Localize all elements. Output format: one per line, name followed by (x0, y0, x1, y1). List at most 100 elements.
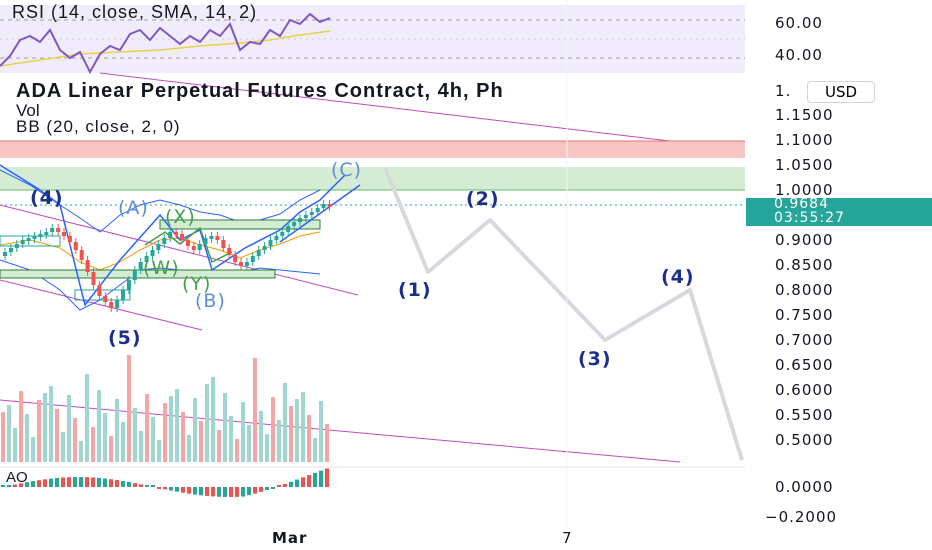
candle-body (56, 228, 61, 232)
candle-body (268, 240, 273, 246)
price-prefix: 1. (775, 82, 792, 100)
candle-body (203, 238, 208, 244)
wave-label-a: (A) (118, 197, 149, 219)
ao-bar (25, 482, 29, 487)
ao-bar (133, 483, 137, 487)
volume-bar (151, 417, 155, 462)
volume-bar (307, 415, 311, 462)
ao-bar (247, 487, 251, 496)
candle-body (126, 280, 131, 290)
ao-bar (307, 475, 311, 487)
ao-bar (295, 479, 299, 487)
candle-body (191, 246, 196, 250)
ao-bar (127, 482, 131, 487)
candle-body (209, 236, 214, 239)
candle-body (79, 250, 84, 260)
volume-bar (7, 405, 11, 462)
volume-bar (289, 406, 293, 462)
channel-upper-line (279, 184, 361, 243)
volume-trend-line (0, 399, 681, 463)
wave-label-w: (W) (143, 257, 180, 279)
candle-body (20, 240, 25, 244)
volume-bar (223, 393, 227, 462)
candle-body (97, 285, 102, 296)
wave-label-c: (C) (331, 159, 363, 181)
currency-selector[interactable]: USD (807, 81, 875, 103)
ao-bar (91, 477, 95, 487)
ao-bar (73, 477, 77, 487)
volume-bar (253, 358, 257, 462)
ao-bar (289, 481, 293, 487)
volume-bar (127, 355, 131, 462)
price-tick-0650: 0.6500 (775, 356, 834, 374)
highlight-box-left (0, 235, 61, 247)
ao-bar (283, 483, 287, 487)
bb-legend[interactable]: BB (20, close, 2, 0) (16, 117, 181, 136)
candle-body (73, 242, 78, 250)
vol-legend[interactable]: Vol (16, 101, 40, 120)
ao-legend[interactable]: AO (6, 469, 28, 486)
ao-bar (193, 487, 197, 495)
consolidation-box-lower (0, 269, 276, 279)
candle-body (3, 252, 7, 256)
green-corrective-path (144, 226, 233, 264)
volume-bar (31, 437, 35, 462)
price-tick-1050: 1.0500 (775, 156, 834, 174)
awesome-oscillator-series (1, 468, 329, 497)
candle-body (262, 246, 267, 250)
candle-body (168, 232, 173, 238)
ao-bar (37, 480, 41, 487)
candle-body (156, 244, 161, 250)
candle-body (8, 248, 13, 252)
volume-bar (199, 421, 203, 462)
ao-bar (313, 472, 317, 487)
ao-bar (241, 487, 245, 497)
wave-label-x: (X) (165, 206, 196, 228)
ao-tick-neg: −0.2000 (765, 508, 838, 526)
candle-body (286, 226, 291, 232)
rsi-legend[interactable]: RSI (14, close, SMA, 14, 2) (12, 2, 258, 22)
ao-bar (211, 487, 215, 497)
ao-bar (157, 487, 161, 489)
volume-bar (55, 409, 59, 462)
candle-body (14, 244, 19, 248)
volume-bar (229, 416, 233, 462)
candle-body (280, 232, 285, 236)
volume-bar (235, 439, 239, 462)
ao-bar (61, 477, 65, 487)
wave-label-4-past: (4) (30, 187, 64, 209)
ao-bar (271, 487, 275, 489)
ao-bar (277, 485, 281, 487)
volume-bar (85, 374, 89, 462)
candle-body (321, 204, 326, 208)
candle-body (109, 302, 114, 308)
wave-label-3: (3) (578, 348, 612, 370)
ao-bar (199, 487, 203, 496)
elliott-wave-path (0, 164, 346, 307)
volume-bar (139, 431, 143, 462)
ao-bar (19, 483, 23, 487)
volume-bar (121, 422, 125, 462)
lower-trend-line (0, 279, 203, 331)
price-tick-0900: 0.9000 (775, 231, 834, 249)
candle-body (91, 272, 96, 285)
candle-body (227, 248, 232, 255)
ao-bar (253, 487, 257, 494)
volume-bar (61, 432, 65, 462)
candle-body (150, 250, 155, 256)
volume-bar (319, 401, 323, 462)
candle-body (327, 204, 332, 207)
volume-bar (73, 418, 77, 462)
wave-label-b: (B) (195, 290, 226, 312)
price-tick-1150: 1.1500 (775, 106, 834, 124)
price-tick-0550: 0.5500 (775, 406, 834, 424)
candle-body (244, 262, 249, 266)
symbol-title[interactable]: ADA Linear Perpetual Futures Contract, 4… (16, 80, 504, 102)
volume-bar (259, 411, 263, 462)
projected-wave-path (383, 167, 744, 461)
volume-bar (25, 414, 29, 462)
candle-body (309, 212, 314, 215)
descending-trend-line (0, 204, 359, 296)
wave-label-2: (2) (466, 188, 500, 210)
